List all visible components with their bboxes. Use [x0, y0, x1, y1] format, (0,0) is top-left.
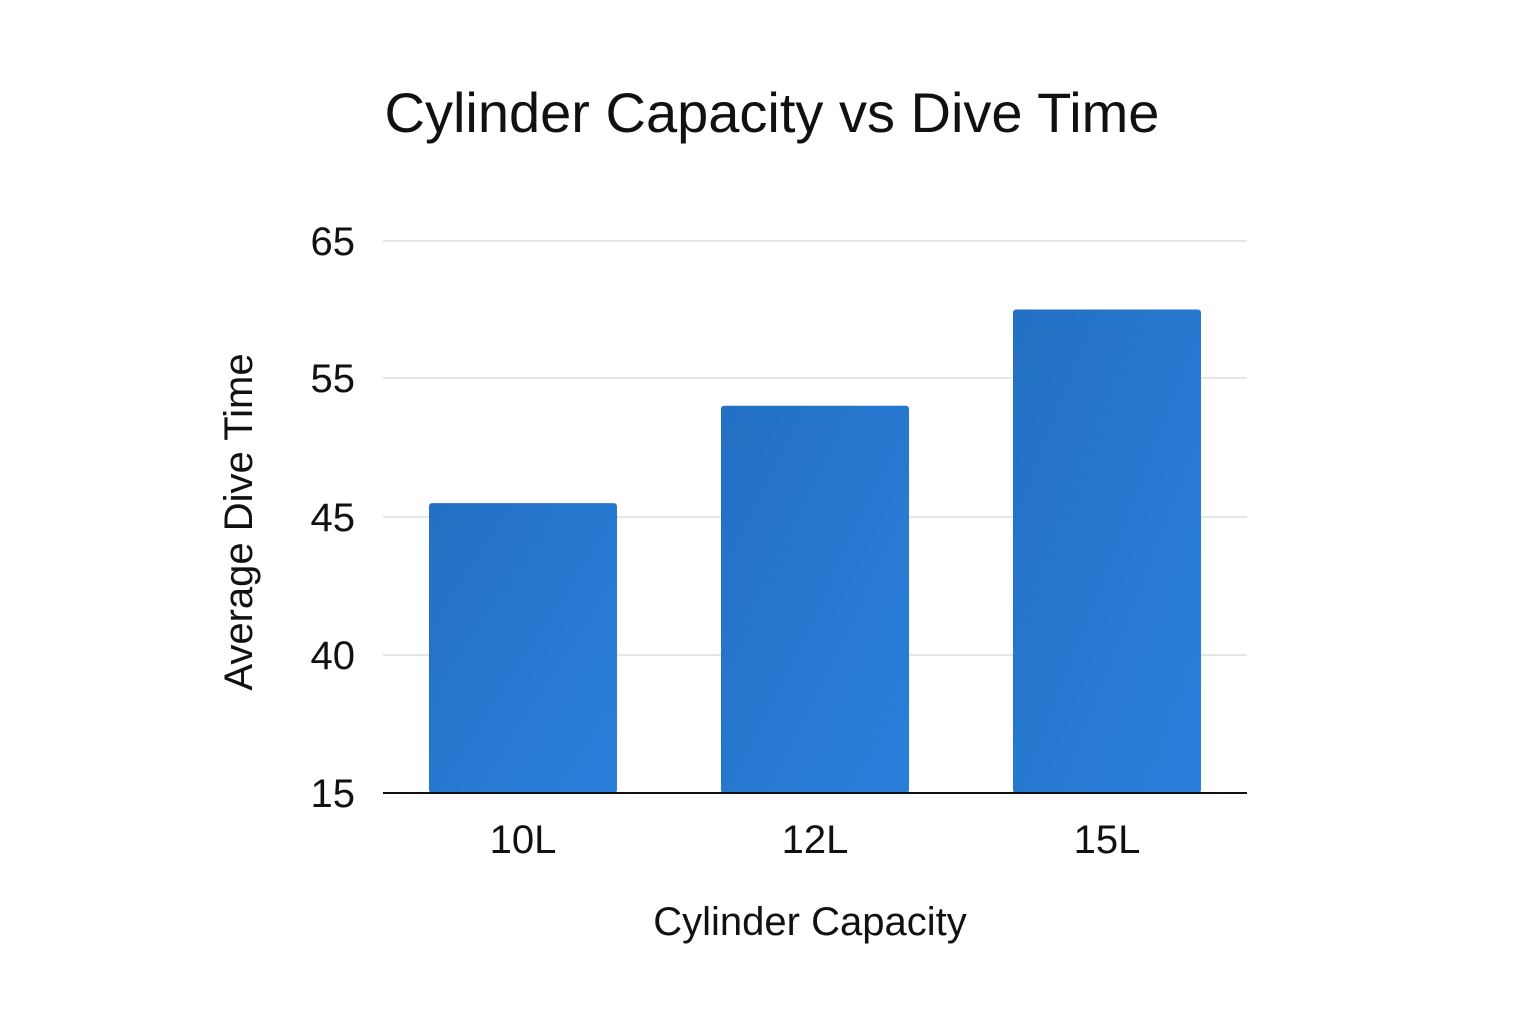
bars — [429, 309, 1201, 793]
y-tick-label: 40 — [311, 634, 356, 678]
y-axis-label: Average Dive Time — [217, 353, 261, 690]
x-tick-label: 12L — [782, 818, 849, 862]
x-tick-label: 10L — [490, 818, 557, 862]
x-tick-label: 15L — [1074, 818, 1141, 862]
y-tick-label: 55 — [311, 357, 356, 401]
y-axis-ticks: 15 40 45 55 65 — [311, 220, 356, 816]
y-tick-label: 65 — [311, 220, 356, 264]
bar-15l — [1013, 309, 1201, 793]
y-tick-label: 15 — [311, 772, 356, 816]
chart-title: Cylinder Capacity vs Dive Time — [385, 81, 1160, 144]
bar-12l — [721, 405, 909, 793]
x-axis-ticks: 10L 12L 15L — [490, 818, 1141, 862]
x-axis-label: Cylinder Capacity — [653, 900, 966, 944]
y-tick-label: 45 — [311, 496, 356, 540]
bar-10l — [429, 503, 617, 793]
